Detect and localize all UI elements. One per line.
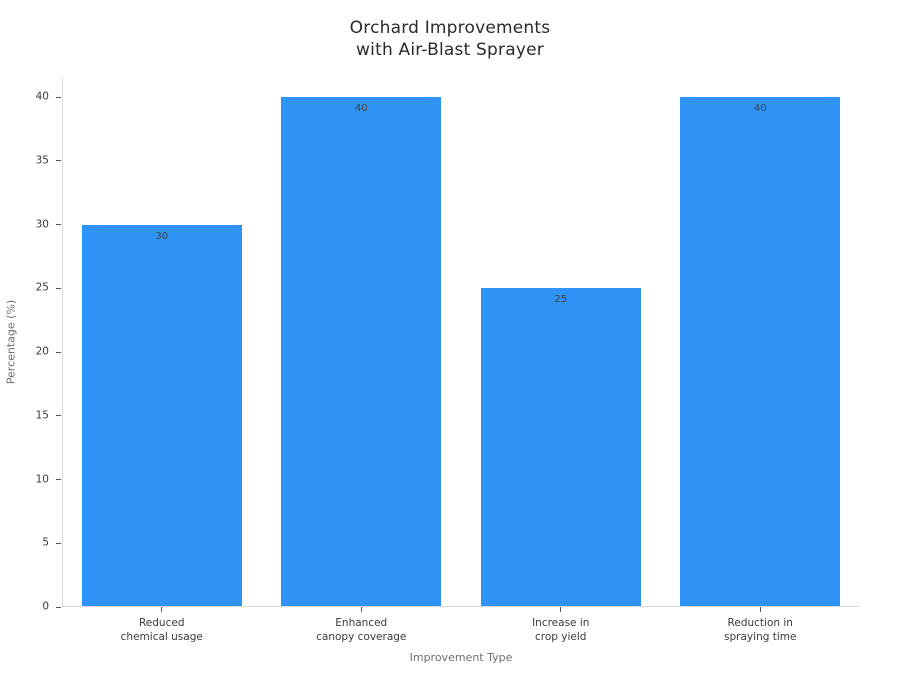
- x-tick-label: Enhanced canopy coverage: [316, 617, 407, 643]
- y-tick-mark: [56, 287, 61, 289]
- y-tick-label: 20: [35, 345, 49, 358]
- y-tick-mark: [56, 160, 61, 162]
- x-tick-mark: [161, 607, 163, 612]
- y-tick-label: 35: [35, 154, 49, 167]
- y-tick-mark: [56, 479, 61, 481]
- y-tick-mark: [56, 96, 61, 98]
- x-tick-label: Reduction in spraying time: [724, 617, 797, 643]
- x-tick-label: Increase in crop yield: [532, 617, 590, 643]
- y-tick-mark: [56, 415, 61, 417]
- x-tick-mark: [560, 607, 562, 612]
- y-tick-mark: [56, 542, 61, 544]
- y-axis-title: Percentage (%): [4, 299, 18, 385]
- x-axis-title: Improvement Type: [409, 651, 513, 664]
- chart-title-line-1: Orchard Improvements: [349, 18, 551, 38]
- bar: [281, 97, 442, 606]
- y-tick-label: 40: [35, 90, 49, 103]
- plot-area: 0 5 10 15 20 25 30 35 40 30 Reduced chemical usage…: [36, 78, 860, 643]
- x-axis-line: [62, 606, 860, 607]
- x-tick-label: Reduced chemical usage: [120, 617, 203, 643]
- bar: [680, 97, 841, 606]
- bar-value-label: 25: [554, 294, 568, 306]
- y-tick-label: 5: [42, 536, 49, 549]
- bar-value-label: 40: [354, 103, 368, 115]
- y-tick-label: 25: [35, 281, 49, 294]
- bar: [480, 288, 641, 606]
- y-tick-mark: [56, 224, 61, 226]
- x-tick-mark: [360, 607, 362, 612]
- y-axis-line: [62, 78, 63, 607]
- y-tick-mark: [56, 606, 61, 608]
- bar-value-label: 30: [155, 230, 169, 242]
- y-tick-label: 30: [35, 218, 49, 231]
- chart-title-line-2: with Air-Blast Sprayer: [356, 40, 544, 60]
- bar: [81, 224, 242, 606]
- y-tick-label: 10: [35, 473, 49, 486]
- y-tick-label: 15: [35, 409, 49, 422]
- x-tick-mark: [759, 607, 761, 612]
- y-tick-label: 0: [42, 600, 49, 613]
- chart-title: Orchard Improvements with Air-Blast Spra…: [0, 17, 900, 61]
- y-tick-mark: [56, 351, 61, 353]
- bar-value-label: 40: [753, 103, 767, 115]
